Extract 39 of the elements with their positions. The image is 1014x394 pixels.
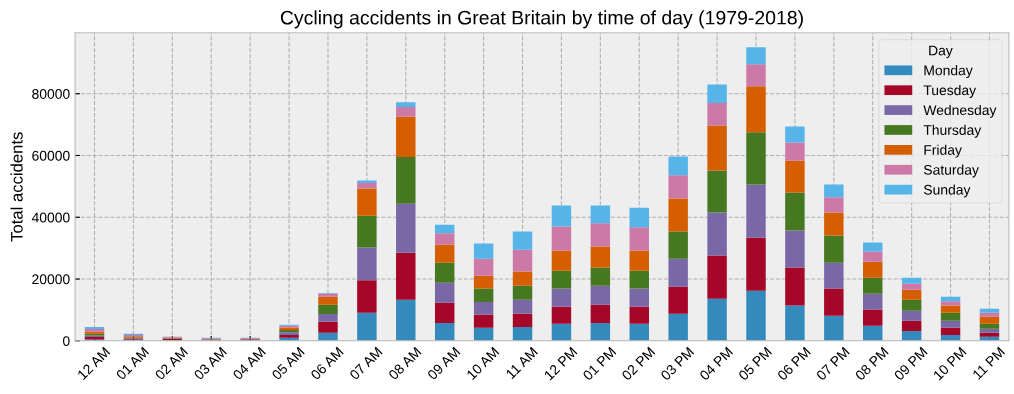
legend-label: Saturday xyxy=(923,164,979,178)
x-tick-label: 03 PM xyxy=(660,346,695,381)
x-tick-label: 09 AM xyxy=(426,346,461,381)
x-tick-label: 05 PM xyxy=(737,346,773,381)
x-tick-label: 02 AM xyxy=(154,346,189,381)
x-tick-label: 07 AM xyxy=(349,346,383,381)
x-tick-label: 07 PM xyxy=(815,346,850,381)
x-tick-label: 12 PM xyxy=(543,346,578,381)
legend-label: Monday xyxy=(924,65,973,79)
x-tick-label: 04 AM xyxy=(232,346,266,381)
x-tick-label: 10 AM xyxy=(466,346,500,380)
x-tick-label: 11 PM xyxy=(972,346,1006,380)
x-tick-label: 01 AM xyxy=(115,346,150,381)
y-axis-title: Total accidents xyxy=(10,132,23,242)
x-tick-label: 12 AM xyxy=(77,346,111,380)
x-tick-label: 06 PM xyxy=(776,346,811,381)
x-tick-label: 09 PM xyxy=(893,346,928,381)
x-tick-label: 04 PM xyxy=(698,346,734,381)
y-tick-label: 80000 xyxy=(32,89,70,99)
legend-label: Tuesday xyxy=(923,84,977,98)
x-tick-label: 08 PM xyxy=(854,346,889,381)
legend-label: Wednesday xyxy=(923,104,997,118)
x-tick-label: 08 AM xyxy=(387,346,422,381)
y-tick-label: 40000 xyxy=(31,212,70,223)
x-tick-label: 03 AM xyxy=(193,346,227,381)
y-tick-label: 60000 xyxy=(32,150,70,161)
x-tick-label: 01 PM xyxy=(582,346,617,381)
chart-title: Cycling accidents in Great Britain by time of day (1979-2018) xyxy=(280,10,803,29)
x-tick-label: 06 AM xyxy=(310,346,344,381)
legend-label: Friday xyxy=(924,144,962,158)
y-tick-label: 20000 xyxy=(32,274,70,285)
x-tick-label: 10 PM xyxy=(932,346,967,381)
x-tick-label: 05 AM xyxy=(271,346,305,381)
legend-label: Sunday xyxy=(923,184,971,198)
legend-title: Day xyxy=(929,45,953,59)
y-tick-label: 0 xyxy=(62,336,70,346)
legend-label: Thursday xyxy=(923,124,982,138)
x-tick-label: 02 PM xyxy=(621,346,656,381)
x-tick-label: 11 AM xyxy=(505,346,538,380)
